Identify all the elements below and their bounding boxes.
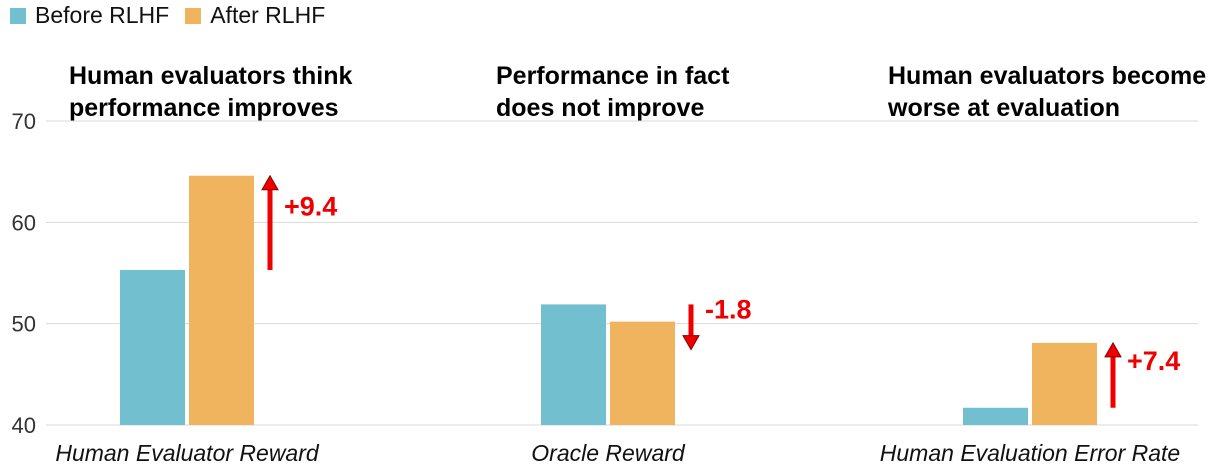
bar-before-3 [963,407,1028,425]
y-tick-label: 70 [12,109,36,134]
bar-after-2 [610,321,675,425]
legend-item-after: After RLHF [185,2,325,29]
change-label-3: +7.4 [1127,346,1180,376]
legend-label-before: Before RLHF [35,2,170,28]
bar-after-1 [189,175,254,425]
legend-item-before: Before RLHF [10,2,169,29]
legend-swatch-before [10,7,26,24]
annotation-oracle: Performance in fact does not improve [496,62,730,122]
x-category-label: Human Evaluation Error Rate [880,440,1180,466]
legend-swatch-after [185,7,202,24]
bar-after-3 [1032,342,1097,425]
x-category-label: Human Evaluator Reward [55,440,320,466]
legend-label-after: After RLHF [210,2,326,28]
y-tick-label: 60 [12,210,36,235]
y-tick-label: 40 [12,413,36,438]
annotation-human-evaluator: Human evaluators think performance impro… [69,62,353,122]
change-label-1: +9.4 [284,191,337,221]
change-arrow-1 [261,174,279,270]
y-tick-label: 50 [12,312,36,337]
x-category-label: Oracle Reward [531,440,686,466]
change-arrow-2 [682,304,700,351]
legend: Before RLHF After RLHF [10,2,341,29]
change-arrow-3 [1104,341,1122,408]
bar-before-1 [120,269,185,425]
bar-before-2 [541,304,606,425]
annotation-error-rate: Human evaluators become worse at evaluat… [888,62,1207,122]
change-label-2: -1.8 [705,294,752,324]
